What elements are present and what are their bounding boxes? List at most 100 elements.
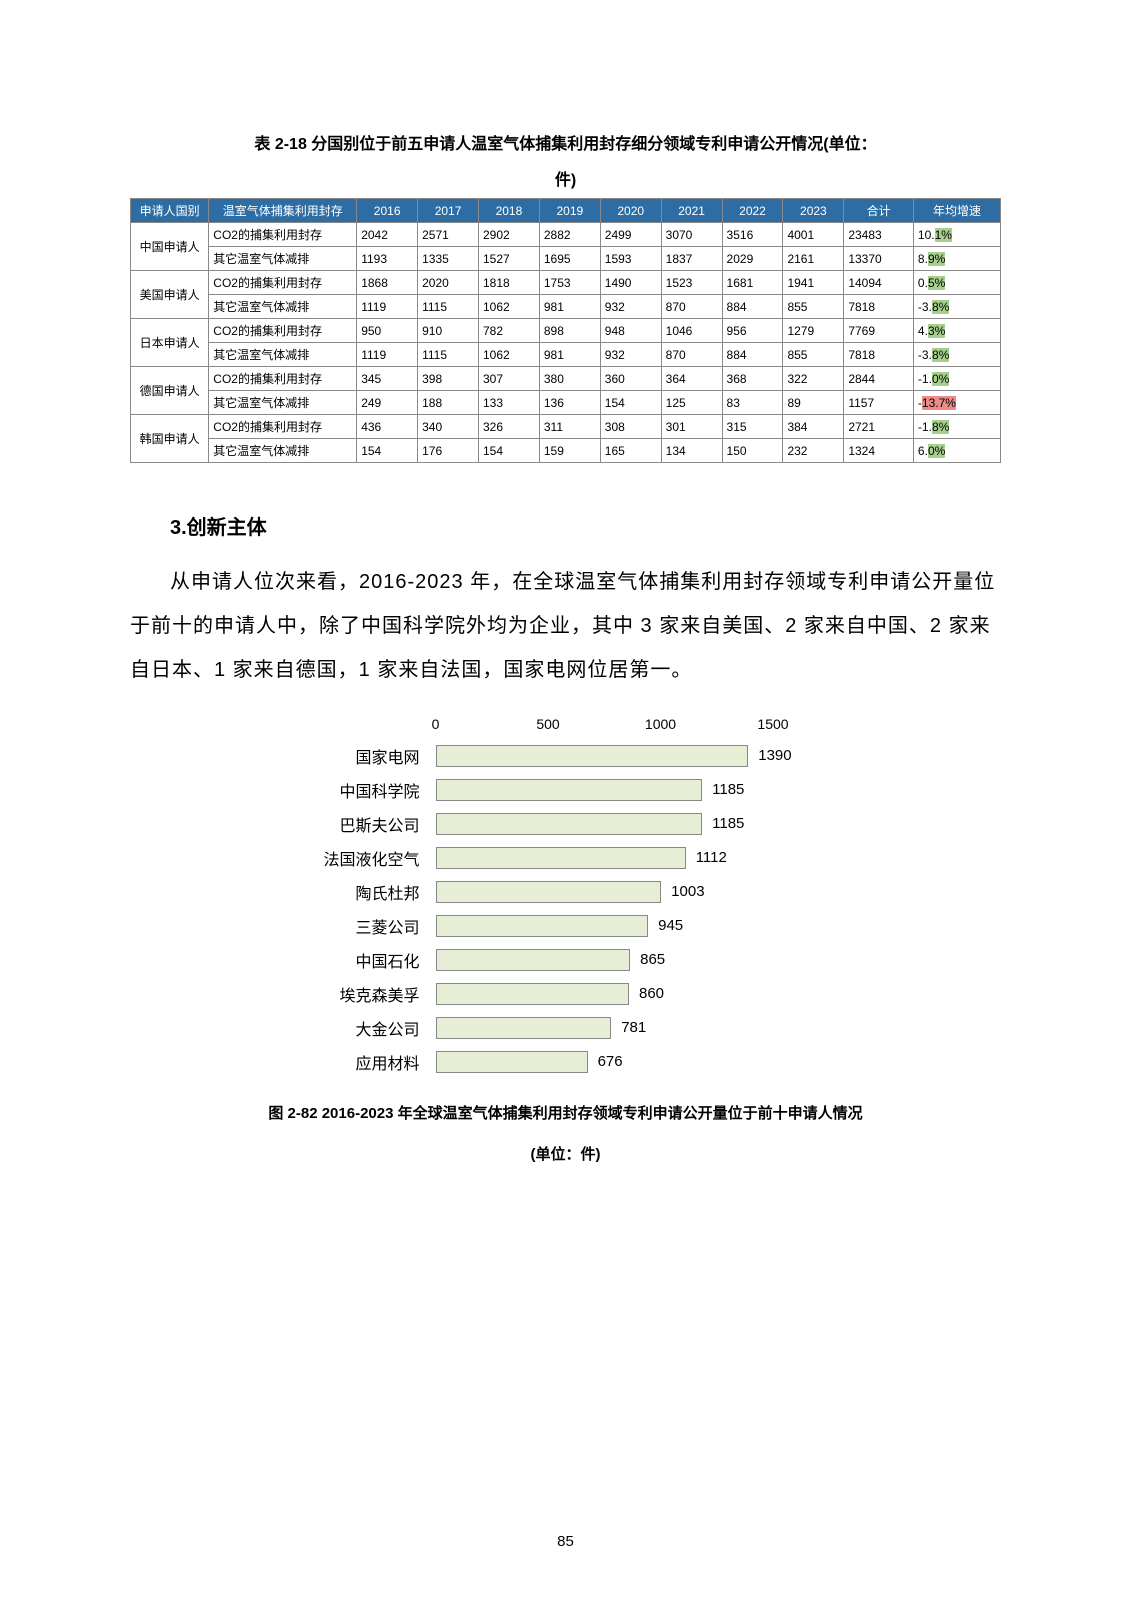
category-cell: 其它温室气体减排 xyxy=(209,439,357,463)
table-row: 其它温室气体减排11931335152716951593183720292161… xyxy=(131,247,1001,271)
table-header-cell: 2017 xyxy=(418,199,479,223)
chart-value-label: 1185 xyxy=(712,815,744,832)
value-cell: 7818 xyxy=(844,295,914,319)
value-cell: 4001 xyxy=(783,223,844,247)
chart-row: 法国液化空气1112 xyxy=(316,846,816,870)
growth-cell: 10.1% xyxy=(913,223,1000,247)
chart-bar xyxy=(436,1017,612,1039)
data-table: 申请人国别温室气体捕集利用封存2016201720182019202020212… xyxy=(130,198,1001,463)
value-cell: 307 xyxy=(478,367,539,391)
value-cell: 1157 xyxy=(844,391,914,415)
value-cell: 884 xyxy=(722,343,783,367)
value-cell: 1193 xyxy=(357,247,418,271)
value-cell: 1062 xyxy=(478,343,539,367)
table-header-cell: 2019 xyxy=(539,199,600,223)
value-cell: 125 xyxy=(661,391,722,415)
chart-category-label: 三菱公司 xyxy=(316,914,436,938)
category-cell: 其它温室气体减排 xyxy=(209,247,357,271)
value-cell: 910 xyxy=(418,319,479,343)
country-cell: 中国申请人 xyxy=(131,223,209,271)
body-paragraph: 从申请人位次来看，2016-2023 年，在全球温室气体捕集利用封存领域专利申请… xyxy=(130,560,1001,692)
chart-bar xyxy=(436,915,649,937)
page: 表 2-18 分国别位于前五申请人温室气体捕集利用封存细分领域专利申请公开情况(… xyxy=(0,0,1131,1600)
table-header-cell: 申请人国别 xyxy=(131,199,209,223)
chart-row: 巴斯夫公司 1185 xyxy=(316,812,816,836)
chart-row: 大金公司781 xyxy=(316,1016,816,1040)
value-cell: 83 xyxy=(722,391,783,415)
chart-row: 国家电网1390 xyxy=(316,744,816,768)
value-cell: 1753 xyxy=(539,271,600,295)
chart-category-label: 埃克森美孚 xyxy=(316,982,436,1006)
country-cell: 日本申请人 xyxy=(131,319,209,367)
figure-unit: (单位：件) xyxy=(130,1143,1001,1164)
growth-cell: -3.8% xyxy=(913,343,1000,367)
country-cell: 德国申请人 xyxy=(131,367,209,415)
chart-category-label: 中国石化 xyxy=(316,948,436,972)
value-cell: 1941 xyxy=(783,271,844,295)
value-cell: 870 xyxy=(661,295,722,319)
table-header-cell: 2021 xyxy=(661,199,722,223)
value-cell: 2571 xyxy=(418,223,479,247)
value-cell: 159 xyxy=(539,439,600,463)
chart-xtick: 1000 xyxy=(645,716,676,732)
category-cell: 其它温室气体减排 xyxy=(209,343,357,367)
value-cell: 154 xyxy=(357,439,418,463)
chart-bar xyxy=(436,881,662,903)
value-cell: 154 xyxy=(600,391,661,415)
value-cell: 154 xyxy=(478,439,539,463)
category-cell: 其它温室气体减排 xyxy=(209,391,357,415)
value-cell: 3516 xyxy=(722,223,783,247)
table-header-cell: 2022 xyxy=(722,199,783,223)
category-cell: CO2的捕集利用封存 xyxy=(209,271,357,295)
table-header-cell: 温室气体捕集利用封存 xyxy=(209,199,357,223)
value-cell: 176 xyxy=(418,439,479,463)
value-cell: 1115 xyxy=(418,295,479,319)
category-cell: 其它温室气体减排 xyxy=(209,295,357,319)
value-cell: 368 xyxy=(722,367,783,391)
chart-row: 陶氏杜邦 1003 xyxy=(316,880,816,904)
value-cell: 981 xyxy=(539,295,600,319)
figure-caption: 图 2-82 2016-2023 年全球温室气体捕集利用封存领域专利申请公开量位… xyxy=(130,1102,1001,1123)
growth-cell: 0.5% xyxy=(913,271,1000,295)
chart-row: 埃克森美孚 860 xyxy=(316,982,816,1006)
value-cell: 2499 xyxy=(600,223,661,247)
value-cell: 2161 xyxy=(783,247,844,271)
chart-row: 中国石化865 xyxy=(316,948,816,972)
value-cell: 1490 xyxy=(600,271,661,295)
growth-cell: 8.9% xyxy=(913,247,1000,271)
country-cell: 韩国申请人 xyxy=(131,415,209,463)
chart-value-label: 860 xyxy=(639,985,664,1002)
chart-value-label: 1185 xyxy=(712,781,744,798)
growth-cell: 4.3% xyxy=(913,319,1000,343)
chart-category-label: 陶氏杜邦 xyxy=(316,880,436,904)
table-row: 其它温室气体减排1119111510629819328708848557818-… xyxy=(131,343,1001,367)
page-number: 85 xyxy=(0,1533,1131,1550)
value-cell: 948 xyxy=(600,319,661,343)
value-cell: 134 xyxy=(661,439,722,463)
value-cell: 384 xyxy=(783,415,844,439)
chart-xtick: 1500 xyxy=(757,716,788,732)
value-cell: 1837 xyxy=(661,247,722,271)
chart-category-label: 巴斯夫公司 xyxy=(316,812,436,836)
chart-value-label: 1003 xyxy=(671,883,704,900)
value-cell: 1324 xyxy=(844,439,914,463)
category-cell: CO2的捕集利用封存 xyxy=(209,415,357,439)
chart-value-label: 676 xyxy=(598,1053,623,1070)
value-cell: 1527 xyxy=(478,247,539,271)
value-cell: 2029 xyxy=(722,247,783,271)
chart-category-label: 中国科学院 xyxy=(316,778,436,802)
category-cell: CO2的捕集利用封存 xyxy=(209,367,357,391)
value-cell: 2902 xyxy=(478,223,539,247)
value-cell: 364 xyxy=(661,367,722,391)
value-cell: 1062 xyxy=(478,295,539,319)
value-cell: 188 xyxy=(418,391,479,415)
value-cell: 2882 xyxy=(539,223,600,247)
growth-cell: -3.8% xyxy=(913,295,1000,319)
growth-cell: -1.8% xyxy=(913,415,1000,439)
value-cell: 315 xyxy=(722,415,783,439)
value-cell: 884 xyxy=(722,295,783,319)
table-row: 德国申请人CO2的捕集利用封存3453983073803603643683222… xyxy=(131,367,1001,391)
value-cell: 23483 xyxy=(844,223,914,247)
table-caption: 表 2-18 分国别位于前五申请人温室气体捕集利用封存细分领域专利申请公开情况(… xyxy=(130,130,1001,154)
value-cell: 1046 xyxy=(661,319,722,343)
